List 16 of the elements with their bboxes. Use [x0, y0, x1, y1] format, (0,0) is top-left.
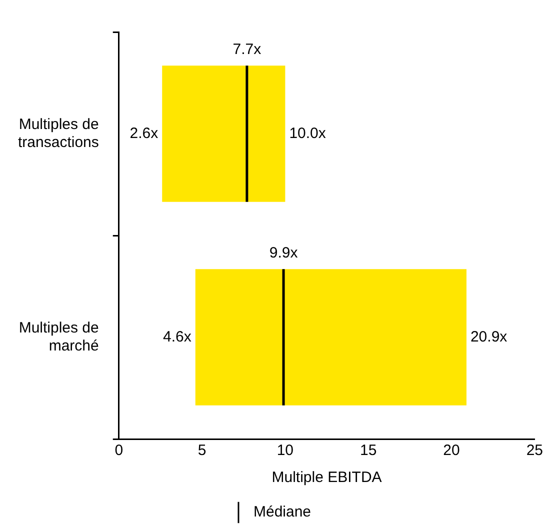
x-tick-label: 15 [360, 442, 377, 460]
annotation: 2.6x [130, 124, 159, 142]
y-tick-label: Multiples de transactions [18, 116, 99, 151]
x-tick-label: 10 [276, 442, 294, 460]
text: Médiane [253, 504, 312, 521]
annotation: 10.0x [289, 124, 326, 142]
annotation: 4.6x [163, 328, 192, 346]
x-tick-label: 25 [526, 442, 543, 460]
x-tick-label: 0 [114, 442, 124, 460]
annotation: 9.9x [269, 244, 298, 262]
x-axis-title: Multiple EBITDA [272, 469, 382, 486]
y-tick-label: Multiples de marché [18, 319, 99, 354]
annotation: 20.9x [470, 328, 508, 346]
annotation: 7.7x [232, 41, 262, 58]
x-tick-label: 20 [443, 442, 460, 460]
x-tick-label: 5 [198, 442, 206, 460]
